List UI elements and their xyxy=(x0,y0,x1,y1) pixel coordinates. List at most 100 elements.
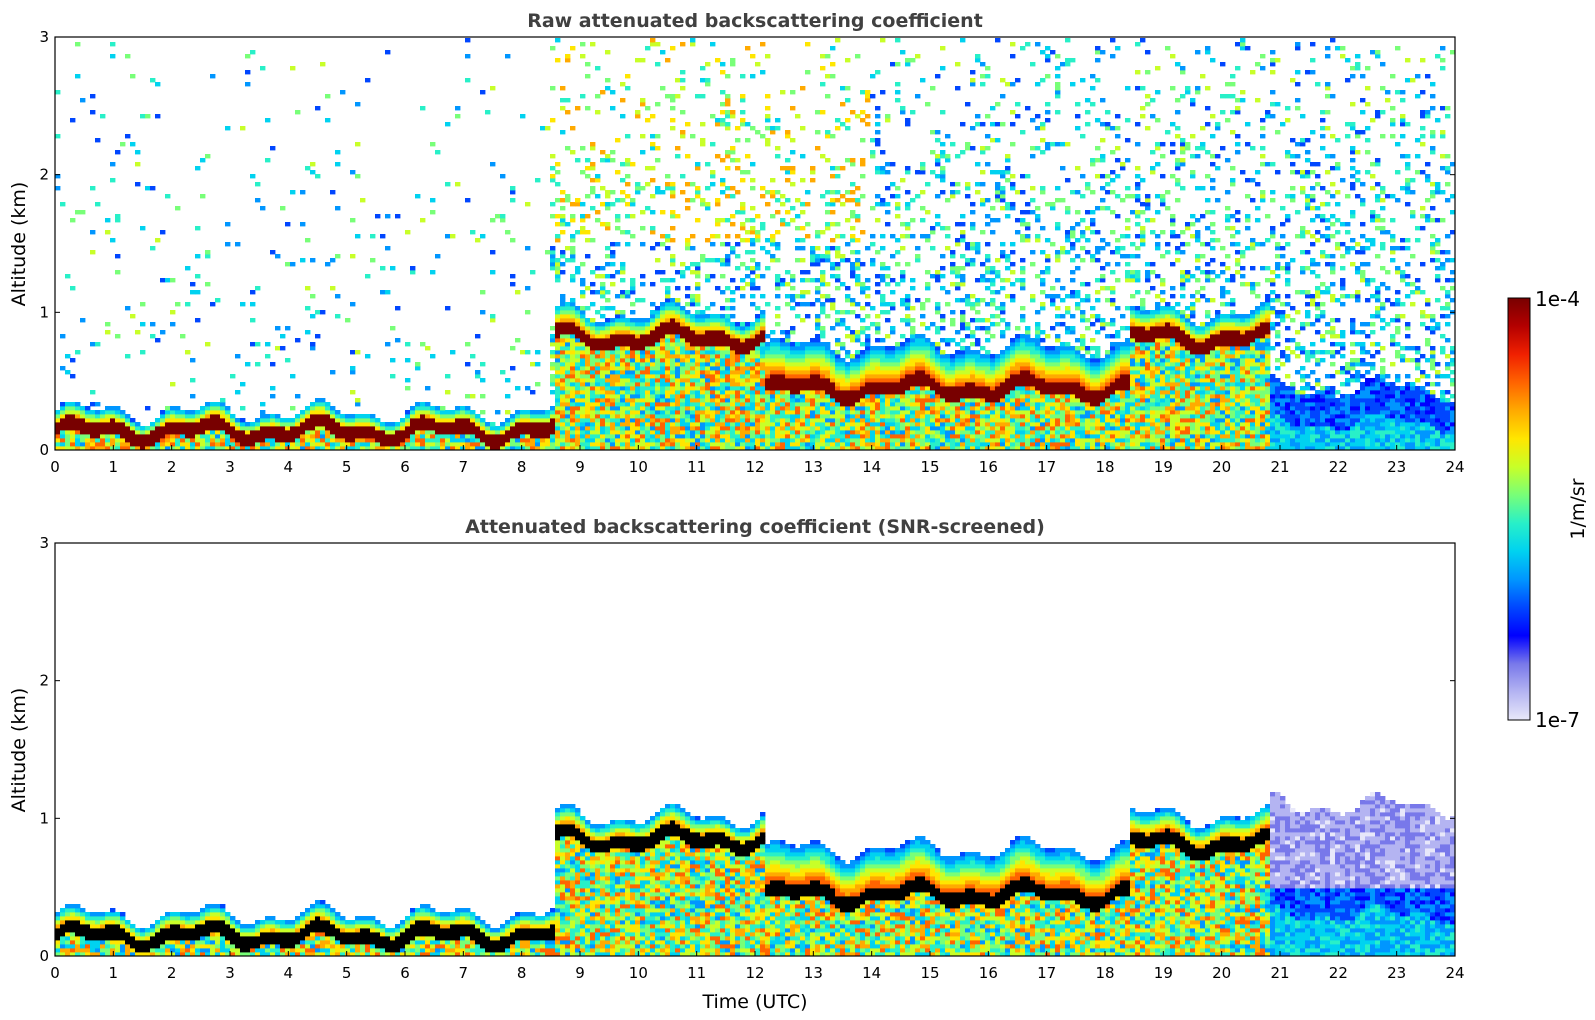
heatmap-cell xyxy=(630,418,636,423)
heatmap-cell xyxy=(560,378,566,383)
heatmap-cell xyxy=(95,202,101,207)
heatmap-cell xyxy=(80,446,86,450)
heatmap-cell xyxy=(165,438,171,443)
heatmap-cell xyxy=(625,354,631,359)
heatmap-cell xyxy=(745,338,751,343)
heatmap-cell xyxy=(155,114,161,119)
heatmap-cell xyxy=(695,390,701,395)
heatmap-cell xyxy=(475,238,481,243)
heatmap-cell xyxy=(690,262,696,267)
heatmap-cell xyxy=(745,402,751,407)
heatmap-cell xyxy=(295,426,301,431)
heatmap-cell xyxy=(910,378,916,383)
heatmap-cell xyxy=(665,438,671,443)
heatmap-cell xyxy=(850,378,856,383)
heatmap-cell xyxy=(940,318,946,323)
heatmap-cell xyxy=(850,158,856,163)
heatmap-cell xyxy=(540,430,546,435)
heatmap-cell xyxy=(795,378,801,383)
heatmap-cell xyxy=(815,410,821,415)
heatmap-cell xyxy=(890,358,896,363)
heatmap-cell xyxy=(725,286,731,291)
heatmap-cell xyxy=(820,366,826,371)
heatmap-cell xyxy=(470,410,476,415)
heatmap-cell xyxy=(900,398,906,403)
heatmap-cell xyxy=(455,430,461,435)
heatmap-cell xyxy=(745,366,751,371)
heatmap-cell xyxy=(570,362,576,367)
heatmap-cell xyxy=(815,446,821,450)
heatmap-cell xyxy=(815,418,821,423)
heatmap-cell xyxy=(805,402,811,407)
heatmap-cell xyxy=(620,198,626,203)
heatmap-cell xyxy=(840,342,846,347)
heatmap-cell xyxy=(125,446,131,450)
heatmap-cell xyxy=(440,418,446,423)
heatmap-cell xyxy=(920,362,926,367)
heatmap-cell xyxy=(735,378,741,383)
heatmap-cell xyxy=(885,302,891,307)
heatmap-cell xyxy=(795,434,801,439)
heatmap-cell xyxy=(670,254,676,259)
heatmap-cell xyxy=(550,406,556,411)
heatmap-cell xyxy=(605,318,611,323)
heatmap-cell xyxy=(190,446,196,450)
heatmap-cell xyxy=(750,330,756,335)
heatmap-cell xyxy=(720,110,726,115)
heatmap-cell xyxy=(720,306,726,311)
heatmap-cell xyxy=(630,330,636,335)
heatmap-cell xyxy=(540,434,546,439)
heatmap-cell xyxy=(445,426,451,431)
heatmap-cell xyxy=(870,150,876,155)
heatmap-cell xyxy=(495,438,501,443)
heatmap-cell xyxy=(885,378,891,383)
heatmap-cell xyxy=(865,286,871,291)
heatmap-cell xyxy=(580,410,586,415)
heatmap-cell xyxy=(510,438,516,443)
heatmap-cell xyxy=(585,446,591,450)
heatmap-cell xyxy=(140,438,146,443)
heatmap-cell xyxy=(550,174,556,179)
heatmap-cell xyxy=(320,398,326,403)
heatmap-cell xyxy=(680,434,686,439)
heatmap-cell xyxy=(670,126,676,131)
heatmap-cell xyxy=(920,306,926,311)
heatmap-cell xyxy=(915,382,921,387)
heatmap-cell xyxy=(595,418,601,423)
heatmap-cell xyxy=(140,322,146,327)
heatmap-cell xyxy=(725,314,731,319)
heatmap-cell xyxy=(665,246,671,251)
heatmap-cell xyxy=(670,302,676,307)
heatmap-cell xyxy=(675,430,681,435)
heatmap-cell xyxy=(640,410,646,415)
heatmap-cell xyxy=(185,438,191,443)
heatmap-cell xyxy=(175,446,181,450)
heatmap-cell xyxy=(665,238,671,243)
heatmap-cell xyxy=(850,398,856,403)
heatmap-cell xyxy=(135,330,141,335)
heatmap-cell xyxy=(870,74,876,79)
heatmap-cell xyxy=(890,386,896,391)
heatmap-cell xyxy=(875,354,881,359)
heatmap-cell xyxy=(905,414,911,419)
heatmap-cell xyxy=(355,438,361,443)
heatmap-cell xyxy=(370,426,376,431)
heatmap-cell xyxy=(925,354,931,359)
heatmap-cell xyxy=(725,74,731,79)
heatmap-cell xyxy=(860,406,866,411)
heatmap-cell xyxy=(590,178,596,183)
heatmap-cell xyxy=(820,154,826,159)
heatmap-cell xyxy=(915,430,921,435)
heatmap-cell xyxy=(100,410,106,415)
heatmap-cell xyxy=(415,194,421,199)
heatmap-cell xyxy=(385,446,391,450)
heatmap-cell xyxy=(770,402,776,407)
heatmap-cell xyxy=(740,350,746,355)
heatmap-cell xyxy=(130,418,136,423)
heatmap-cell xyxy=(785,410,791,415)
heatmap-cell xyxy=(935,370,941,375)
heatmap-cell xyxy=(65,410,71,415)
heatmap-cell xyxy=(895,214,901,219)
heatmap-cell xyxy=(470,394,476,399)
heatmap-cell xyxy=(830,438,836,443)
